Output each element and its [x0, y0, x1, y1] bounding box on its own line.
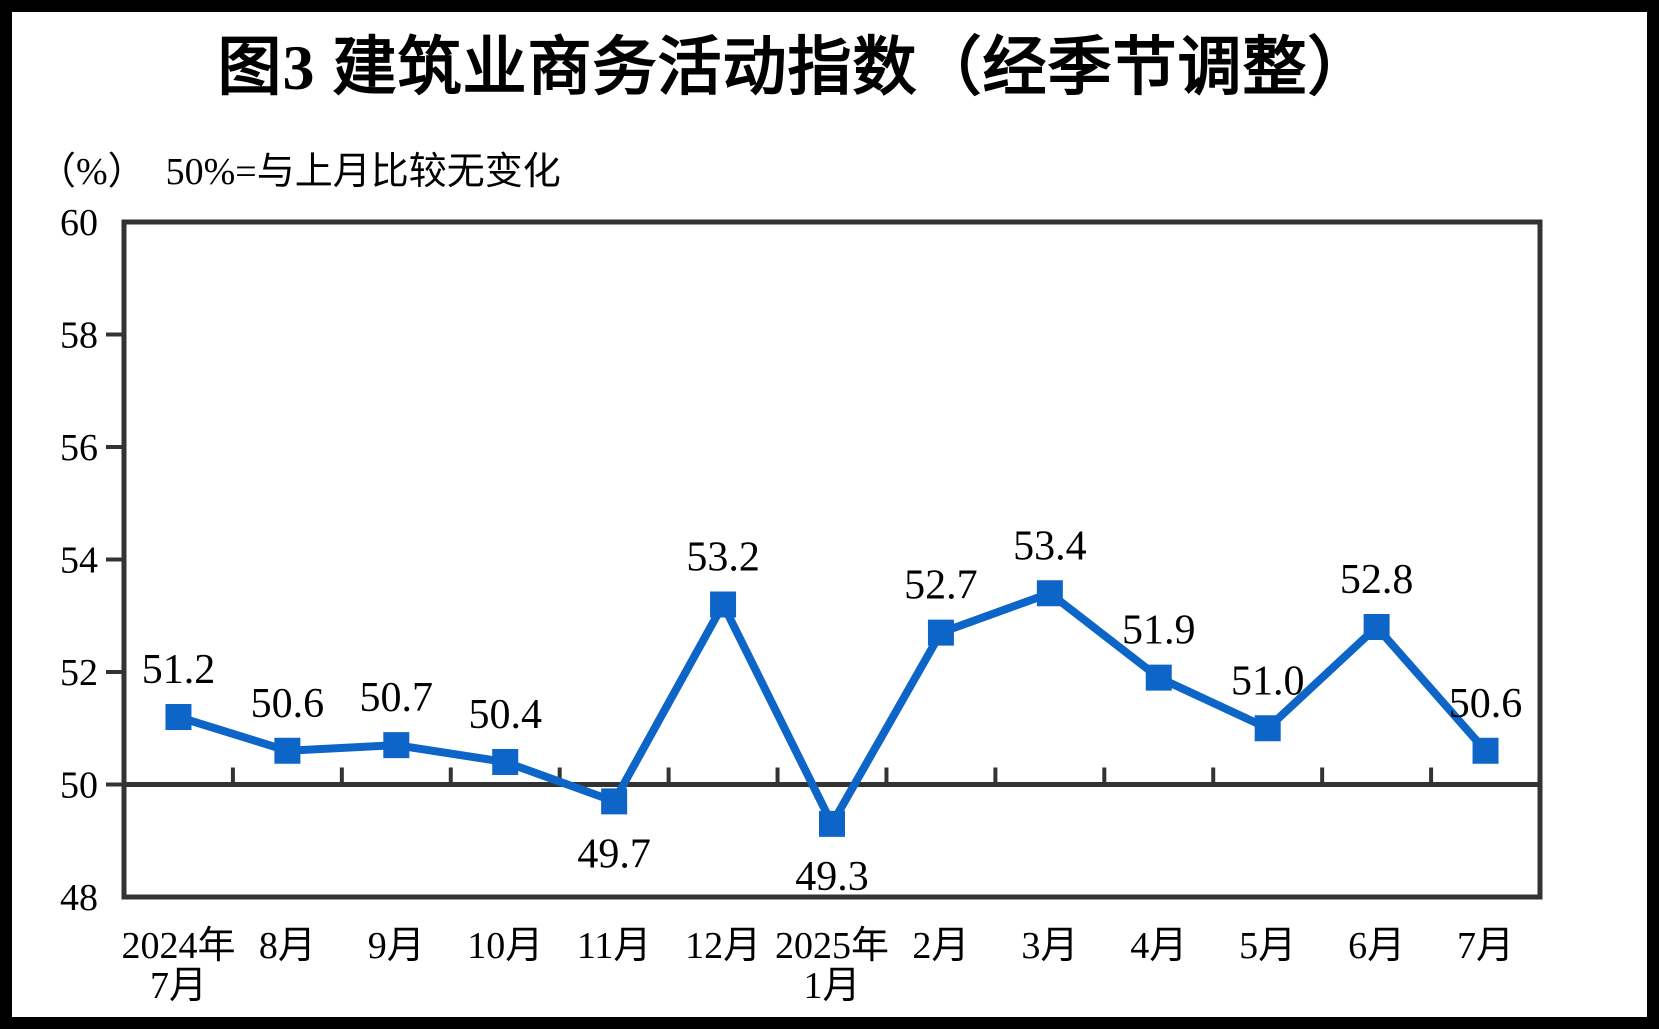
x-axis-label: 6月 — [1348, 925, 1405, 967]
x-axis-label: 8月 — [259, 925, 316, 967]
x-axis-label: 10月 — [467, 925, 543, 967]
data-point-marker — [165, 704, 192, 730]
y-axis-tick-label: 50 — [60, 765, 98, 807]
x-axis-label: 4月 — [1130, 925, 1187, 967]
x-axis-label: 2025年 — [775, 925, 889, 967]
x-axis-label: 3月 — [1021, 925, 1078, 967]
y-axis-tick-label: 56 — [60, 427, 98, 469]
data-point-marker — [601, 788, 628, 815]
data-point-marker — [927, 619, 954, 646]
data-point-marker — [819, 810, 845, 837]
data-point-marker — [274, 737, 301, 764]
data-value-label: 53.4 — [1013, 523, 1087, 569]
data-value-label: 50.4 — [468, 692, 542, 738]
data-point-marker — [383, 732, 410, 759]
data-point-marker — [1145, 664, 1172, 691]
data-value-label: 52.7 — [904, 563, 978, 609]
data-point-marker — [1254, 715, 1281, 742]
data-value-label: 50.6 — [1449, 681, 1523, 727]
x-axis-label: 2月 — [912, 925, 969, 967]
data-value-label: 52.8 — [1340, 557, 1414, 603]
y-axis-tick-label: 58 — [60, 315, 98, 357]
y-axis-tick-label: 54 — [60, 540, 98, 582]
data-point-marker — [710, 591, 737, 618]
y-axis-tick-label: 52 — [60, 652, 98, 694]
x-axis-label: 12月 — [685, 925, 761, 967]
reference-note: 50%=与上月比较无变化 — [165, 151, 561, 193]
data-value-label: 49.7 — [577, 831, 651, 877]
x-axis-label: 2024年 — [121, 925, 235, 967]
chart-subtitle: （%） 50%=与上月比较无变化 — [38, 140, 561, 195]
chart-title: 图3 建筑业商务活动指数（经季节调整） — [217, 32, 1373, 103]
data-point-marker — [492, 749, 519, 775]
data-value-label: 51.2 — [142, 647, 216, 693]
data-value-label: 49.3 — [795, 854, 869, 900]
y-axis-tick-label: 48 — [60, 877, 98, 919]
x-axis-label: 7月 — [1457, 925, 1514, 967]
data-point-marker — [1363, 614, 1390, 640]
plot-border — [121, 219, 1543, 900]
y-axis-tick-label: 60 — [60, 202, 98, 244]
x-axis-label: 7月 — [150, 965, 207, 1007]
unit-label: （%） — [38, 151, 146, 193]
data-value-label: 50.7 — [360, 675, 434, 721]
x-axis-label: 9月 — [368, 925, 425, 967]
data-point-marker — [1036, 580, 1063, 607]
data-value-label: 50.6 — [251, 681, 325, 727]
data-point-marker — [1472, 737, 1499, 764]
data-value-label: 51.9 — [1122, 608, 1196, 654]
x-axis-label: 5月 — [1239, 925, 1296, 967]
x-axis-label: 1月 — [803, 965, 860, 1007]
x-axis-label: 11月 — [577, 925, 652, 967]
data-value-label: 53.2 — [686, 535, 760, 581]
data-value-label: 51.0 — [1231, 658, 1305, 704]
